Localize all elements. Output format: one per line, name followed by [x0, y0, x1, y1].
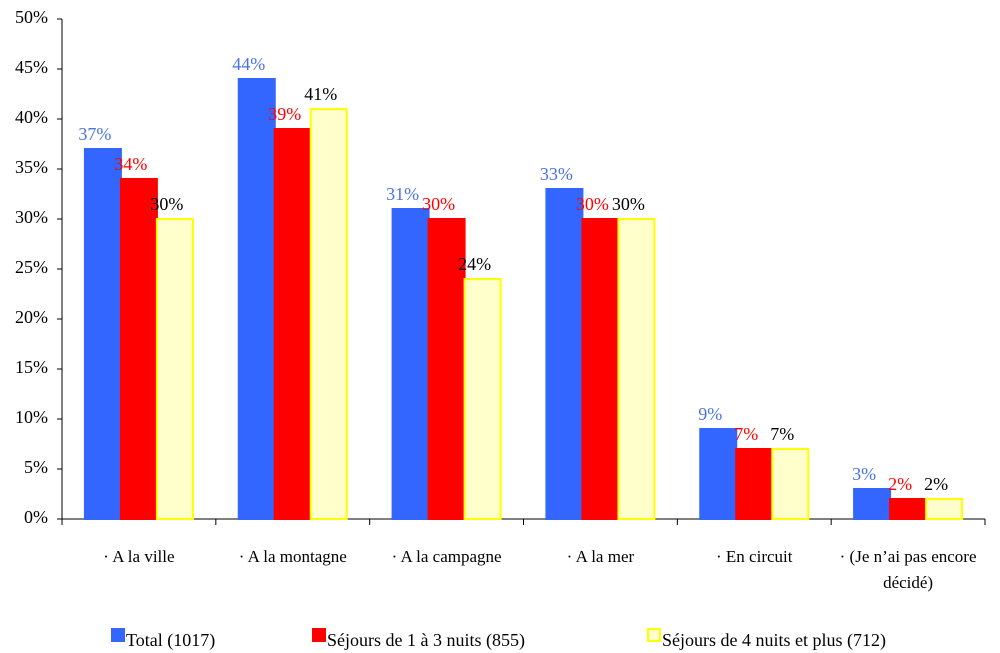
x-tick-label: · (Je n’ai pas encore décidé)	[839, 547, 977, 592]
legend-swatch	[647, 628, 661, 642]
bar	[735, 448, 774, 520]
value-label: 39%	[268, 104, 301, 124]
legend-label: Total (1017)	[126, 630, 215, 651]
value-label: 30%	[422, 194, 455, 214]
value-label: 44%	[232, 54, 265, 74]
y-tick-label: 0%	[24, 507, 48, 527]
bar	[83, 148, 122, 520]
bar	[273, 128, 312, 520]
bar	[581, 218, 620, 520]
value-label: 7%	[734, 424, 758, 444]
bar	[925, 498, 964, 520]
legend-swatch	[111, 628, 125, 642]
value-label: 3%	[852, 464, 876, 484]
value-label: 41%	[304, 84, 337, 104]
value-label: 33%	[540, 164, 573, 184]
value-label: 30%	[612, 194, 645, 214]
bar	[391, 208, 430, 520]
x-tick-label: · A la ville	[103, 547, 175, 566]
y-tick-label: 40%	[15, 107, 48, 127]
y-tick-label: 45%	[15, 57, 48, 77]
y-tick-label: 10%	[15, 407, 48, 427]
x-tick-label: · A la campagne	[391, 547, 502, 566]
legend-label: Séjours de 4 nuits et plus (712)	[662, 630, 886, 651]
y-tick-label: 20%	[15, 307, 48, 327]
value-label: 34%	[114, 154, 147, 174]
bar	[853, 488, 892, 520]
value-label: 2%	[924, 474, 948, 494]
value-label: 24%	[458, 254, 491, 274]
value-label: 9%	[698, 404, 722, 424]
value-label: 30%	[576, 194, 609, 214]
y-tick-label: 35%	[15, 157, 48, 177]
legend-label: Séjours de 1 à 3 nuits (855)	[327, 630, 525, 651]
bar	[617, 218, 656, 520]
bar	[545, 188, 584, 520]
bar	[699, 428, 738, 520]
bar	[889, 498, 928, 520]
value-label: 2%	[888, 474, 912, 494]
x-tick-label: · A la montagne	[238, 547, 347, 566]
value-label: 30%	[150, 194, 183, 214]
bar	[155, 218, 194, 520]
value-label: 31%	[386, 184, 419, 204]
y-tick-label: 30%	[15, 207, 48, 227]
bar	[427, 218, 466, 520]
y-tick-label: 50%	[15, 7, 48, 27]
legend-swatch	[312, 628, 326, 642]
value-label: 7%	[770, 424, 794, 444]
bar	[119, 178, 158, 520]
x-tick-label: · A la mer	[566, 547, 635, 566]
x-tick-label: · En circuit	[716, 547, 793, 566]
bar	[237, 78, 276, 520]
bar	[309, 108, 348, 520]
bar	[771, 448, 810, 520]
y-tick-label: 5%	[24, 457, 48, 477]
value-label: 37%	[78, 124, 111, 144]
y-tick-label: 25%	[15, 257, 48, 277]
bar	[463, 278, 502, 520]
y-tick-label: 15%	[15, 357, 48, 377]
